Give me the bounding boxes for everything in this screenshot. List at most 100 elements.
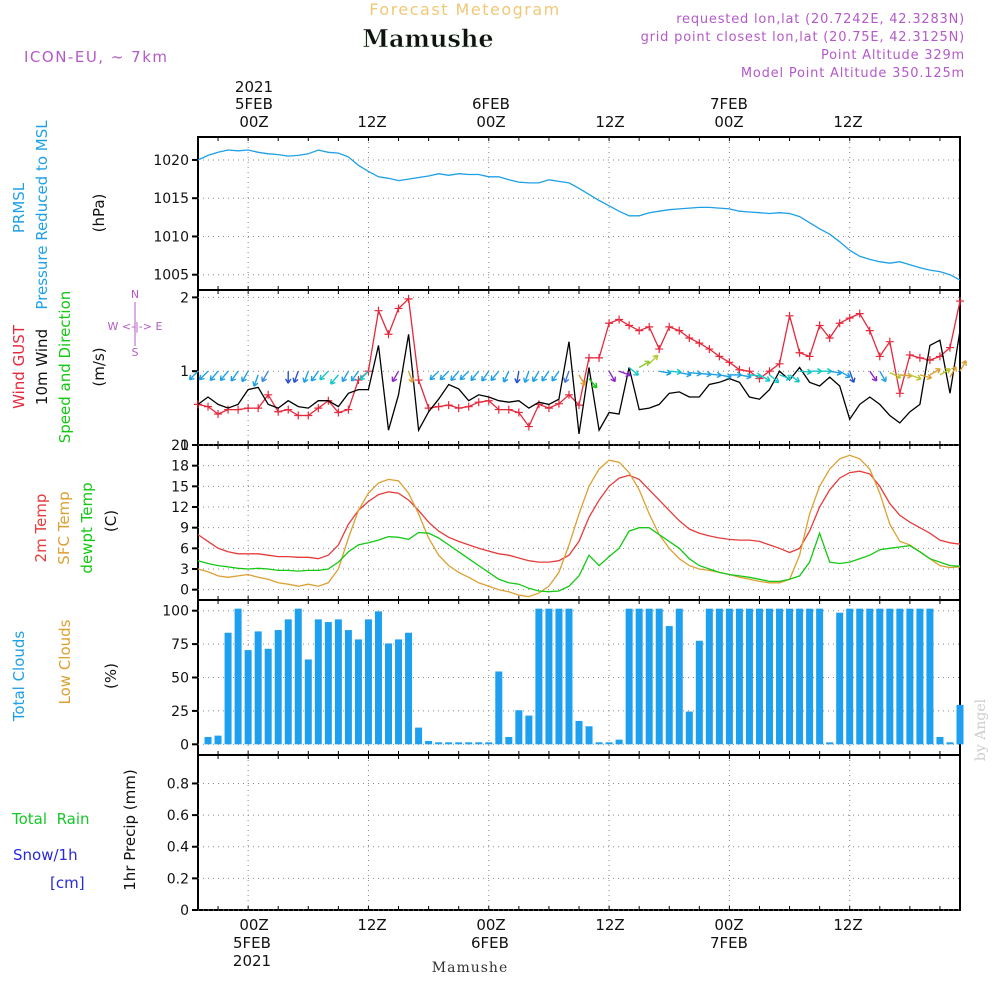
- top-hour-label: 00Z: [476, 113, 505, 131]
- y-tick-label: 1005: [153, 268, 189, 284]
- gust-marker: [204, 402, 213, 411]
- wind-direction-arrow: [769, 374, 780, 384]
- gust-marker: [775, 359, 784, 368]
- bottom-day-label: 6FEB: [471, 934, 509, 952]
- wind-direction-arrow: [618, 370, 631, 378]
- cloud-bar: [314, 619, 322, 745]
- cloud-bar: [936, 736, 944, 745]
- bottom-year-label: 2021: [233, 952, 271, 970]
- bottom-hour-label: 12Z: [833, 916, 862, 934]
- gust-marker: [865, 326, 874, 335]
- cloud-bar: [204, 736, 212, 745]
- gust-marker: [875, 352, 884, 361]
- panel-frame: [197, 289, 961, 446]
- cloud-bar: [896, 608, 904, 745]
- y-tick-label: 0: [180, 583, 189, 599]
- wind-direction-arrow: [350, 370, 359, 382]
- y-tick-label: 3: [180, 562, 189, 578]
- gust-marker: [715, 352, 724, 361]
- top-hour-label: 12Z: [357, 113, 386, 131]
- pressure-name-label: PRMSL: [10, 182, 28, 233]
- gust-marker: [705, 345, 714, 354]
- y-tick-label: 1: [180, 364, 189, 380]
- y-tick-label: 0: [180, 737, 189, 753]
- wind-direction-arrow: [779, 374, 792, 381]
- cloud-bar: [665, 626, 673, 745]
- watermark: by Angel: [973, 698, 989, 761]
- cloud-bar: [445, 742, 453, 745]
- cloud-bar: [354, 639, 362, 745]
- wind-direction-arrow: [563, 370, 570, 384]
- gust-marker: [785, 311, 794, 320]
- cloud-bar: [675, 608, 683, 745]
- y-tick-label: 0.6: [167, 808, 189, 824]
- gust-marker: [905, 350, 914, 359]
- station-title: Mamushe: [362, 24, 493, 53]
- cloud-bar: [575, 720, 583, 745]
- wind-direction-arrow: [959, 360, 967, 372]
- cloud-bar: [525, 715, 533, 745]
- gust-marker: [885, 337, 894, 346]
- gust-marker: [595, 353, 604, 362]
- gust-marker: [444, 401, 453, 410]
- wind-direction-arrow: [219, 370, 229, 382]
- bottom-hour-label: 00Z: [476, 916, 505, 934]
- cloud-bar: [535, 608, 543, 745]
- gust-marker: [244, 404, 253, 413]
- cloud-bar: [364, 619, 372, 745]
- cloud-bar: [385, 643, 392, 745]
- gust-marker: [384, 330, 393, 339]
- cloud-bar: [605, 742, 613, 745]
- compass-n: N: [131, 288, 139, 301]
- bottom-hour-label: 12Z: [357, 916, 386, 934]
- y-tick-label: 15: [171, 479, 189, 495]
- wind-direction-arrow: [523, 370, 530, 384]
- gust-marker: [795, 348, 804, 357]
- wind-speed-dir-label: Speed and Direction: [56, 291, 74, 444]
- gust-label: Wind GUST: [10, 324, 28, 409]
- series-line-2m-temp: [197, 470, 961, 563]
- cloud-bar: [926, 608, 934, 745]
- cloud-bar: [886, 608, 894, 745]
- cloud-bar: [806, 608, 814, 745]
- series-line-10m-wind: [197, 330, 961, 434]
- y-tick-label: 75: [171, 637, 189, 653]
- wind-direction-arrow: [292, 370, 299, 384]
- wind-direction-arrow: [608, 370, 616, 383]
- gust-marker: [334, 408, 343, 417]
- model-altitude: Model Point Altitude 350.125m: [741, 66, 965, 81]
- wind-direction-arrow: [659, 369, 672, 376]
- cloud-bar: [796, 608, 804, 745]
- gust-marker: [494, 405, 503, 414]
- cloud-bar: [725, 608, 733, 745]
- cloud-bar: [956, 704, 964, 745]
- y-tick-label: 25: [171, 704, 189, 720]
- wind-direction-arrow: [839, 370, 851, 379]
- cloud-bar: [344, 630, 352, 745]
- top-hour-label: 12Z: [833, 113, 862, 131]
- cloud-bar: [435, 742, 443, 745]
- cloud-bar: [304, 659, 312, 745]
- product-title: Forecast Meteogram: [369, 0, 560, 19]
- cloud-bar: [244, 650, 252, 745]
- cloud-bar: [214, 735, 222, 745]
- cloud-bar: [655, 608, 663, 745]
- temp-unit-label: (C): [102, 510, 120, 532]
- wind-direction-arrow: [679, 370, 692, 378]
- panel-clouds: 0 25 50 75 100: [162, 599, 964, 756]
- y-tick-label: 21: [171, 438, 189, 454]
- cloud-bar: [866, 608, 874, 745]
- y-tick-label: 1015: [153, 191, 189, 207]
- cloud-bar: [826, 742, 834, 745]
- gust-marker: [956, 297, 964, 306]
- cloud-bar: [735, 608, 743, 745]
- gust-marker: [344, 405, 353, 414]
- cloud-bar: [465, 742, 473, 745]
- cloud-bar: [615, 739, 623, 745]
- cloud-unit-label: (%): [102, 663, 120, 689]
- wind-direction-arrow: [209, 370, 219, 382]
- gust-marker: [554, 399, 563, 408]
- cloud-bar: [224, 632, 232, 745]
- panel-temperature: 0 3 6 9 12 15 18 21: [171, 438, 961, 601]
- wind-direction-arrow: [341, 370, 350, 383]
